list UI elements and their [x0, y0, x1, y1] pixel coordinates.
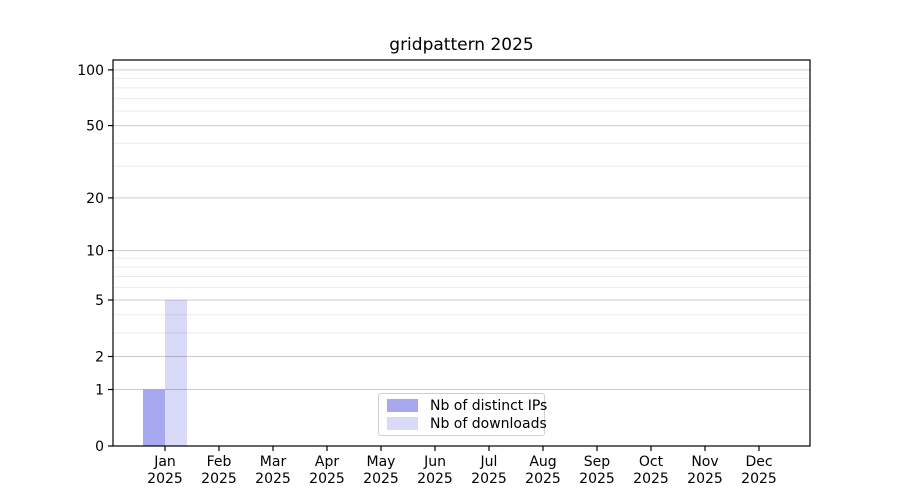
x-tick-label-year: 2025 — [525, 471, 561, 487]
x-tick-label-year: 2025 — [201, 471, 237, 487]
x-tick-label-year: 2025 — [255, 471, 291, 487]
plot-border — [112, 59, 811, 447]
x-tick-label-year: 2025 — [417, 471, 453, 487]
x-tick-label-month: Aug — [529, 454, 556, 470]
x-tick-label-month: Oct — [639, 454, 664, 470]
x-tick-label-month: Apr — [315, 454, 339, 470]
x-tick-label-month: Jun — [423, 454, 446, 470]
y-tick-label: 1 — [95, 383, 104, 399]
legend-item-downloads: Nb of downloads — [387, 415, 547, 432]
y-tick-label: 5 — [95, 293, 104, 309]
legend: Nb of distinct IPs Nb of downloads — [378, 393, 547, 436]
legend-swatch-distinct-ips-icon — [387, 399, 418, 412]
x-tick-label-year: 2025 — [633, 471, 669, 487]
x-tick-label-year: 2025 — [579, 471, 615, 487]
x-tick-label-year: 2025 — [147, 471, 183, 487]
x-tick-label-month: Nov — [691, 454, 718, 470]
x-tick-label-month: Mar — [260, 454, 287, 470]
chart-title: gridpattern 2025 — [389, 35, 534, 55]
x-tick-label-year: 2025 — [741, 471, 777, 487]
y-tick-label: 10 — [86, 244, 104, 260]
x-tick-label-year: 2025 — [309, 471, 345, 487]
x-tick-label-month: May — [367, 454, 396, 470]
y-tick-label: 50 — [86, 119, 104, 135]
legend-swatch-downloads-icon — [387, 417, 418, 430]
legend-item-distinct-ips: Nb of distinct IPs — [387, 397, 547, 414]
x-tick-label-year: 2025 — [471, 471, 507, 487]
x-tick-label-month: Jan — [153, 454, 176, 470]
legend-label-distinct-ips: Nb of distinct IPs — [430, 397, 548, 414]
x-tick-label-month: Jul — [480, 454, 498, 470]
bar-nb-of-downloads-jan-2025 — [165, 300, 187, 446]
bar-nb-of-distinct-ips-jan-2025 — [143, 389, 165, 446]
x-tick-label-month: Dec — [745, 454, 772, 470]
y-tick-label: 2 — [95, 350, 104, 366]
x-tick-label-month: Feb — [207, 454, 232, 470]
x-tick-label-year: 2025 — [363, 471, 399, 487]
legend-label-downloads: Nb of downloads — [430, 415, 547, 432]
y-tick-label: 20 — [86, 191, 104, 207]
x-tick-label-year: 2025 — [687, 471, 723, 487]
y-tick-label: 0 — [95, 439, 104, 455]
x-tick-label-month: Sep — [584, 454, 611, 470]
y-tick-label: 100 — [77, 63, 104, 79]
